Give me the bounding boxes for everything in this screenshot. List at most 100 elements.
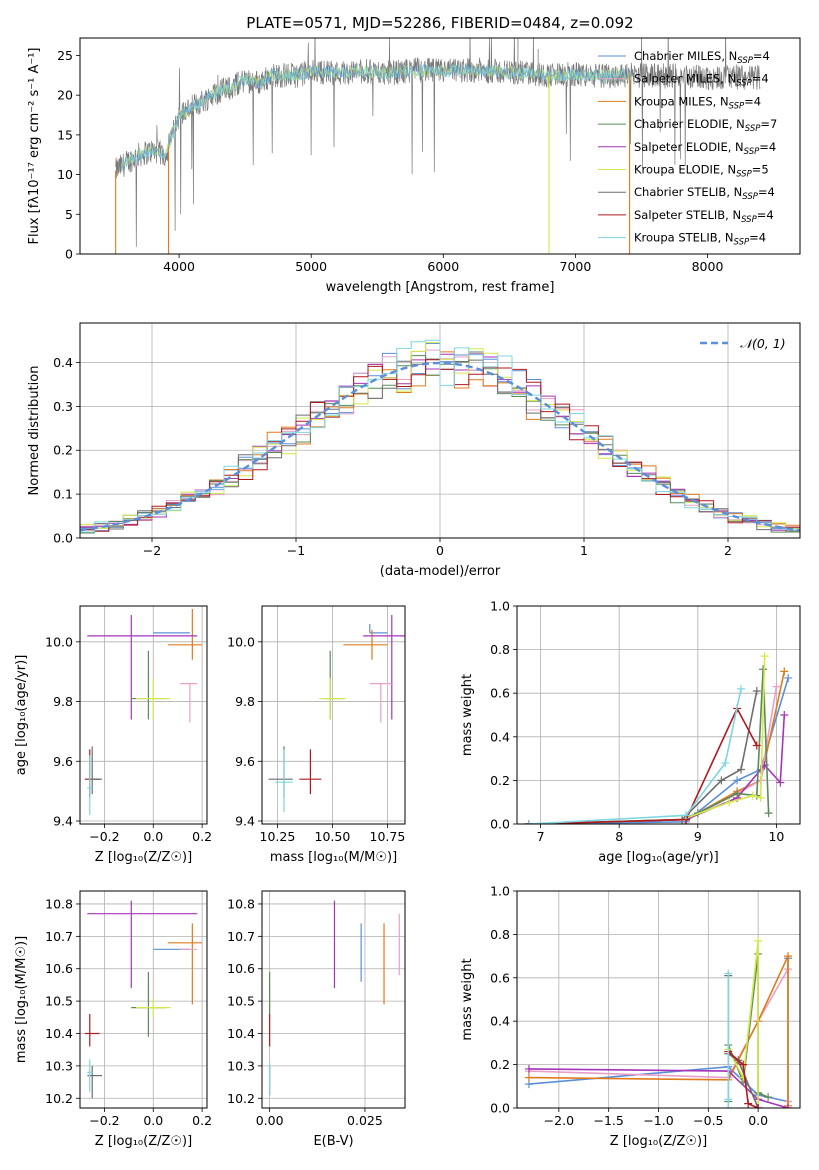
mass_weight_vs_Z-panel: −2.0 −1.5 −1.0 −0.5 0.0 0.0 0.2 0.4 0.6 0.8 1.0 Z [… <box>460 884 801 1149</box>
y-tick-label: 15 <box>57 127 73 142</box>
age_vs_Z-plot-area <box>80 606 207 824</box>
axes-frame <box>261 605 406 825</box>
y-tick-label: 9.4 <box>235 814 255 829</box>
mass_weight_vs_Z-ylabel: mass weight <box>460 958 475 1040</box>
mass_weight_vs_age-series <box>524 652 793 824</box>
y-tick-label: 0 <box>65 247 73 262</box>
normal-curve <box>80 361 800 532</box>
x-tick-label: 0.025 <box>347 1113 383 1128</box>
histograms <box>80 339 800 536</box>
series-marker <box>752 687 761 696</box>
series-marker <box>524 1064 533 1073</box>
x-tick-label: 0.0 <box>143 829 163 844</box>
x-tick-label: 7000 <box>560 259 592 274</box>
x-tick-label: 0.0 <box>143 1113 163 1128</box>
mass_vs_Z-xlabel: Z [log₁₀(Z/Z☉)] <box>95 1134 192 1149</box>
y-tick-label: 1.0 <box>490 884 510 899</box>
mass_vs_EBV-panel: 0.00 0.025 10.2 10.3 10.4 10.5 10.6 10.7 10.8 E(B… <box>227 890 406 1149</box>
series-marker <box>721 758 730 767</box>
y-tick-label: 10.2 <box>227 1091 255 1106</box>
series-marker <box>744 1099 753 1108</box>
y-tick-label: 1.0 <box>490 599 510 614</box>
axes-frame <box>79 890 208 1109</box>
age_vs_Z-panel: −0.2 0.0 0.2 9.4 9.6 9.8 10.0 Z [log₁₀(Z/Z☉)] ag… <box>14 605 212 865</box>
spectrum-lines <box>115 38 761 254</box>
y-tick-label: 0.4 <box>490 1014 510 1029</box>
axes-frame <box>516 890 801 1109</box>
mass_weight_vs_Z-series <box>524 936 793 1108</box>
x-tick-label: 0.2 <box>192 829 212 844</box>
series-marker <box>682 811 691 820</box>
mass_weight_vs_age-plot-area <box>517 606 800 824</box>
spectrum-ticks: 4000 5000 6000 7000 8000 0 5 10 15 20 25 <box>57 48 723 274</box>
y-tick-label: 10 <box>57 167 73 182</box>
age_vs_mass-points <box>268 614 405 813</box>
series-marker <box>780 711 789 719</box>
series-marker <box>764 809 773 818</box>
y-tick-label: 0.0 <box>490 817 510 832</box>
mass_weight_vs_age-xlabel: age [log₁₀(age/yr)] <box>598 850 719 865</box>
series-marker <box>759 665 768 674</box>
age_vs_mass-xlabel: mass [log₁₀(M/M☉)] <box>270 850 397 865</box>
y-tick-label: 0.3 <box>53 399 73 414</box>
y-tick-label: 0.2 <box>490 1057 510 1072</box>
x-tick-label: 8 <box>615 829 623 844</box>
mass_vs_Z-ticks: −0.2 0.0 0.2 10.2 10.3 10.4 10.5 10.6 10.7 10.8 <box>45 896 212 1128</box>
y-tick-label: 10.4 <box>227 1026 255 1041</box>
axes-frame <box>261 890 406 1109</box>
y-tick-label: 0.8 <box>490 927 510 942</box>
series-line <box>727 1050 759 1108</box>
series-marker <box>760 652 769 661</box>
x-tick-label: 10.50 <box>315 829 351 844</box>
y-tick-label: 10.6 <box>227 961 255 976</box>
series-marker <box>754 1104 763 1108</box>
x-tick-label: 1 <box>580 543 588 558</box>
x-tick-label: 0 <box>436 543 444 558</box>
y-tick-label: 0.6 <box>490 686 510 701</box>
mass_vs_EBV-plot-area <box>262 891 405 1108</box>
series-marker <box>737 765 746 774</box>
residuals-xlabel: (data-model)/error <box>380 564 501 579</box>
x-tick-label: 0.00 <box>256 1113 284 1128</box>
y-tick-label: 0.2 <box>490 773 510 788</box>
x-tick-label: −1.5 <box>593 1113 623 1128</box>
y-tick-label: 10.3 <box>45 1058 73 1073</box>
x-tick-label: 7 <box>537 829 545 844</box>
legend-label: Salpeter ELODIE, NSSP=4 <box>634 140 776 157</box>
x-tick-label: 5000 <box>295 259 327 274</box>
mass_vs_Z-plot-area <box>80 891 207 1108</box>
series-marker <box>733 776 742 785</box>
y-tick-label: 10.3 <box>227 1058 255 1073</box>
age_vs_Z-xlabel: Z [log₁₀(Z/Z☉)] <box>95 850 192 865</box>
legend-label: Salpeter MILES, NSSP=4 <box>634 72 769 89</box>
mass_vs_Z-ylabel: mass [log₁₀(M/M☉)] <box>14 936 29 1063</box>
x-tick-label: 9 <box>694 829 702 844</box>
y-tick-label: 10.7 <box>227 929 255 944</box>
spectrum-ylabel: Flux [fλ10⁻¹⁷ erg cm⁻² s⁻¹ A⁻¹] <box>27 48 42 245</box>
residuals-ylabel: Normed distribution <box>27 366 42 496</box>
x-tick-label: −0.5 <box>693 1113 723 1128</box>
x-tick-label: 10.75 <box>370 829 406 844</box>
y-tick-label: 10.8 <box>227 896 255 911</box>
x-tick-label: −0.2 <box>89 1113 119 1128</box>
mass_vs_Z-panel: −0.2 0.0 0.2 10.2 10.3 10.4 10.5 10.6 10.7 10.8 Z … <box>14 890 212 1149</box>
axes-frame <box>79 37 801 255</box>
y-tick-label: 25 <box>57 48 73 63</box>
series-marker <box>717 776 726 785</box>
y-tick-label: 10.0 <box>227 634 255 649</box>
y-tick-label: 0.2 <box>53 443 73 458</box>
series-line <box>528 688 742 824</box>
y-tick-label: 9.8 <box>235 694 255 709</box>
series-marker <box>764 1093 773 1102</box>
x-tick-label: 6000 <box>427 259 459 274</box>
legend-label: Kroupa ELODIE, NSSP=5 <box>634 163 769 180</box>
series-marker <box>524 820 533 824</box>
age_vs_mass-panel: 10.25 10.50 10.75 9.4 9.6 9.8 10.0 mass [log₁₀(… <box>227 605 406 865</box>
x-tick-label: −0.2 <box>89 829 119 844</box>
y-tick-label: 0.8 <box>490 642 510 657</box>
series-marker <box>724 1095 733 1104</box>
series-marker <box>776 778 785 787</box>
y-tick-label: 0.4 <box>53 355 73 370</box>
y-tick-label: 9.6 <box>53 754 73 769</box>
